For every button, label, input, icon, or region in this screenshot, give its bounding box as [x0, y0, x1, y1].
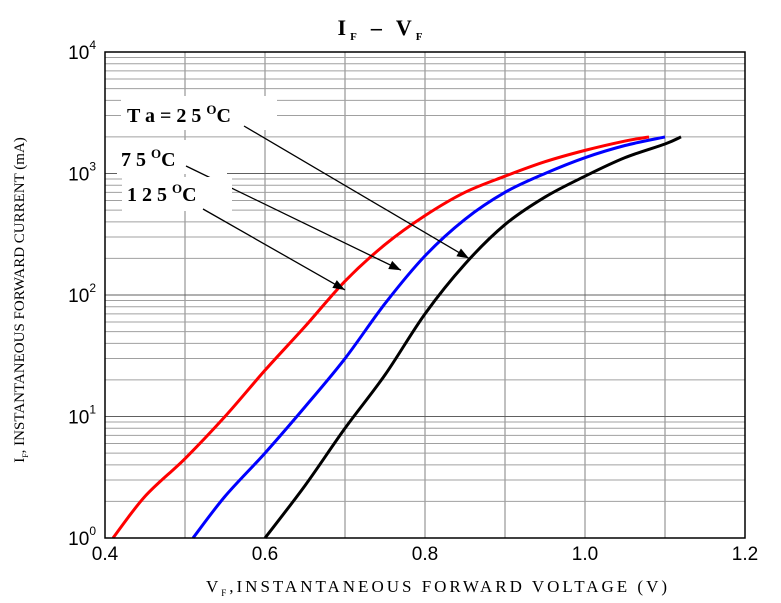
- y-axis-label: IF, INSTANTANEOUS FORWARD CURRENT (mA): [12, 137, 30, 463]
- series-lines: [111, 135, 682, 539]
- annotation-label: 1 2 5 OC: [127, 181, 197, 206]
- annotation-leader: [202, 208, 346, 291]
- x-tick-label: 0.4: [92, 544, 119, 565]
- x-tick-label: 1.2: [732, 544, 758, 565]
- annotation-leader: [243, 125, 470, 259]
- annotation-box: [122, 177, 232, 211]
- annotation-box: [121, 96, 277, 130]
- y-tick-label: 101: [68, 403, 96, 429]
- series-line-2: [111, 135, 650, 539]
- annotation-arrowhead: [332, 280, 345, 290]
- grid: [105, 52, 745, 538]
- x-tick-label: 0.6: [252, 544, 278, 565]
- y-tick-label: 100: [68, 524, 96, 550]
- plot-frame: [104, 51, 746, 539]
- annotation-label: 7 5 OC: [121, 146, 176, 171]
- annotation-arrowhead: [456, 248, 469, 259]
- y-tick-label: 102: [68, 281, 96, 307]
- tick-labels: 0.4 0.6 0.8 1.0 1.2 100 101 102 103 104: [68, 38, 758, 565]
- chart-title: I F – V F: [338, 15, 423, 43]
- annotation-label: T a = 2 5 OC: [127, 102, 231, 127]
- x-axis-label: VF,INSTANTANEOUS FORWARD VOLTAGE (V): [206, 577, 670, 598]
- x-tick-label: 0.8: [412, 544, 438, 565]
- series-line-0: [263, 135, 682, 539]
- y-tick-label: 104: [68, 38, 96, 64]
- annotation-box: [117, 140, 227, 174]
- series-line-1: [191, 135, 666, 539]
- x-tick-label: 1.0: [572, 544, 598, 565]
- annotation-arrowhead: [388, 260, 401, 271]
- y-tick-label: 103: [68, 160, 96, 186]
- annotations: T a = 2 5 OC 7 5 OC 1 2 5 OC: [117, 96, 470, 291]
